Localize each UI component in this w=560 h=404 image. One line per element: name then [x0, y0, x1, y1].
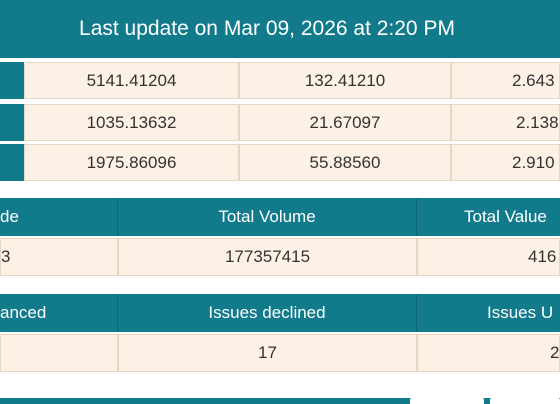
trade-header-total-volume: Total Volume	[118, 198, 417, 236]
index-value: 1975.86096	[86, 153, 177, 172]
trade-count: 3	[1, 247, 11, 266]
index-value-cell: 5141.41204	[24, 62, 239, 99]
issues-header-declined: Issues declined	[118, 294, 417, 332]
issues-unchanged-cell: 2	[417, 334, 560, 372]
last-update-text: Last update on Mar 09, 2026 at 2:20 PM	[79, 17, 455, 40]
index-change: 55.88560	[309, 153, 381, 172]
index-percent-cell: 2.643	[451, 62, 560, 99]
index-percent: 2.643	[512, 71, 555, 90]
index-change: 132.41210	[304, 71, 386, 90]
issues-declined: 17	[258, 343, 277, 362]
index-change: 21.67097	[309, 113, 381, 132]
index-row-tab[interactable]	[0, 144, 24, 181]
trade-header-total-value: Total Value	[417, 198, 560, 236]
trade-count-cell: 3	[0, 238, 118, 276]
total-volume-cell: 177357415	[118, 238, 417, 276]
issues-advanced-cell	[0, 334, 118, 372]
index-value: 5141.41204	[86, 71, 177, 90]
footer-tab-button[interactable]	[490, 398, 560, 404]
total-value-cell: 416	[417, 238, 560, 276]
index-row-tab[interactable]	[0, 104, 24, 141]
trade-header-trades: de	[0, 198, 118, 236]
index-value-cell: 1035.13632	[24, 104, 239, 141]
issues-header-advanced: anced	[0, 294, 118, 332]
total-volume: 177357415	[224, 247, 311, 266]
index-change-cell: 132.41210	[239, 62, 451, 99]
footer-tab-bar	[0, 398, 560, 404]
index-value-cell: 1975.86096	[24, 144, 239, 181]
footer-tab-button[interactable]	[410, 398, 484, 404]
index-change-cell: 21.67097	[239, 104, 451, 141]
index-value: 1035.13632	[86, 113, 177, 132]
index-row-tab[interactable]	[0, 62, 24, 99]
issues-declined-cell: 17	[118, 334, 417, 372]
last-update-banner: Last update on Mar 09, 2026 at 2:20 PM	[0, 0, 560, 58]
index-percent: 2.910	[512, 153, 555, 172]
index-change-cell: 55.88560	[239, 144, 451, 181]
issues-header-unchanged: Issues U	[417, 294, 560, 332]
index-percent: 2.138	[516, 113, 559, 132]
index-percent-cell: 2.138	[451, 104, 560, 141]
issues-unchanged: 2	[550, 343, 560, 362]
total-value: 416	[528, 247, 557, 266]
index-percent-cell: 2.910	[451, 144, 560, 181]
